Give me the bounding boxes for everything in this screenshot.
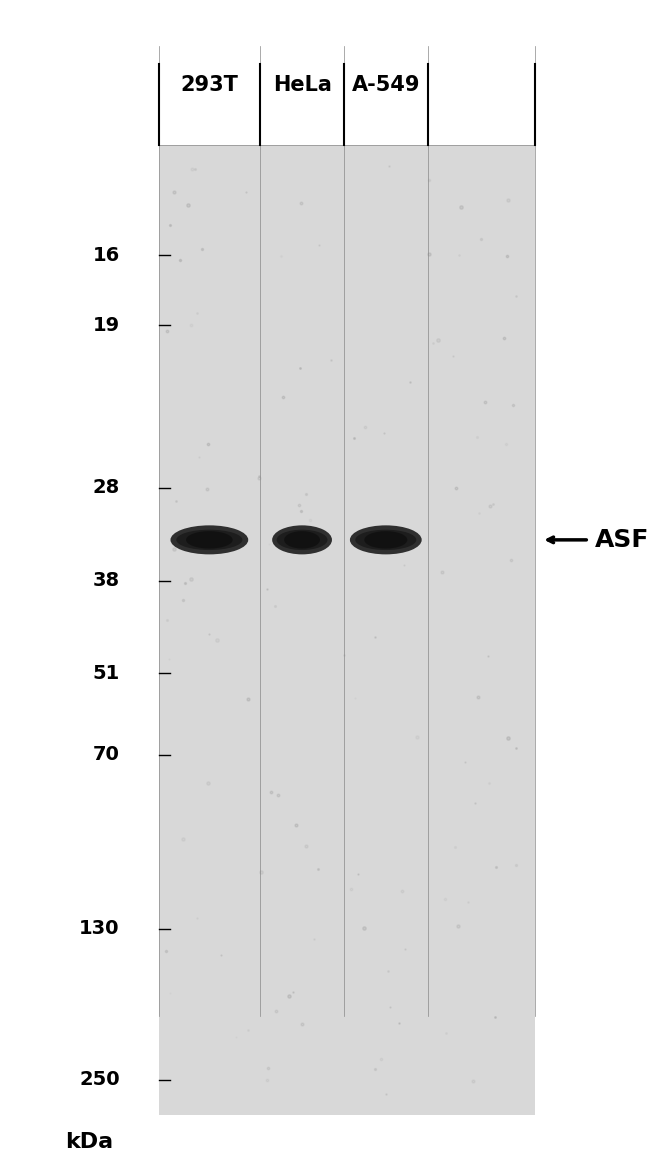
Text: 130: 130 [79,920,120,938]
Text: 51: 51 [92,664,120,683]
Ellipse shape [364,532,408,549]
Ellipse shape [170,525,248,555]
FancyBboxPatch shape [159,145,536,1115]
Text: HeLa: HeLa [272,75,332,95]
Ellipse shape [176,529,242,550]
Text: 16: 16 [92,246,120,265]
Text: ASF: ASF [595,528,649,551]
Ellipse shape [284,532,320,549]
Text: 38: 38 [92,571,120,590]
Text: 250: 250 [79,1070,120,1089]
Ellipse shape [272,525,332,555]
Text: 70: 70 [93,745,120,764]
Ellipse shape [350,525,422,555]
Text: 19: 19 [92,316,120,334]
Ellipse shape [277,529,328,550]
Text: 28: 28 [92,478,120,497]
Ellipse shape [186,532,233,549]
Text: A-549: A-549 [352,75,420,95]
Text: 293T: 293T [181,75,239,95]
Ellipse shape [356,529,416,550]
Text: kDa: kDa [66,1132,114,1152]
